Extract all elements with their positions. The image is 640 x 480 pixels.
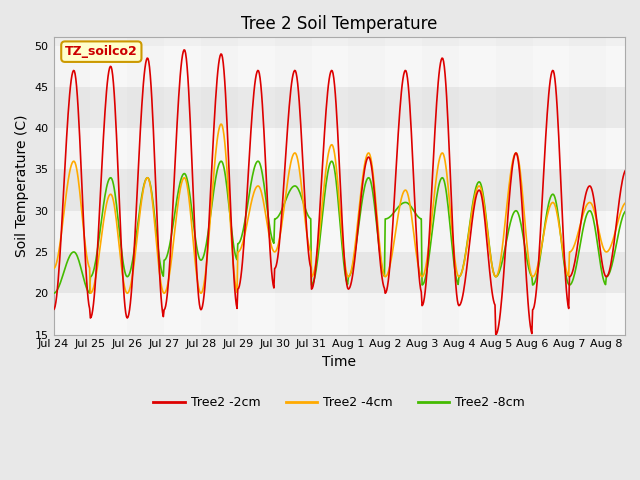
Bar: [275, 37, 312, 335]
Tree2 -8cm: [639, 274, 640, 279]
Bar: [532, 37, 570, 335]
Tree2 -4cm: [258, 190, 266, 196]
Legend: Tree2 -2cm, Tree2 -4cm, Tree2 -8cm: Tree2 -2cm, Tree2 -4cm, Tree2 -8cm: [148, 391, 530, 414]
Tree2 -2cm: [228, 229, 236, 235]
Title: Tree 2 Soil Temperature: Tree 2 Soil Temperature: [241, 15, 437, 33]
Tree2 -8cm: [257, 164, 265, 169]
Bar: [570, 37, 606, 335]
Y-axis label: Soil Temperature (C): Soil Temperature (C): [15, 115, 29, 257]
Tree2 -2cm: [180, 47, 188, 53]
X-axis label: Time: Time: [322, 355, 356, 369]
Tree2 -4cm: [50, 265, 58, 271]
Bar: [54, 37, 90, 335]
Line: Tree2 -8cm: Tree2 -8cm: [54, 161, 640, 293]
Bar: [312, 37, 348, 335]
Tree2 -2cm: [492, 332, 500, 337]
Tree2 -4cm: [217, 121, 225, 127]
Bar: [496, 37, 532, 335]
Tree2 -8cm: [443, 192, 451, 197]
Tree2 -4cm: [86, 290, 94, 296]
Tree2 -4cm: [120, 278, 127, 284]
Bar: [422, 37, 459, 335]
Tree2 -4cm: [639, 249, 640, 254]
Tree2 -2cm: [50, 307, 58, 312]
Tree2 -4cm: [444, 177, 451, 182]
Bar: [127, 37, 164, 335]
Tree2 -8cm: [227, 221, 235, 227]
Bar: [54, 128, 625, 169]
Tree2 -4cm: [410, 236, 418, 241]
Bar: [54, 293, 625, 335]
Bar: [459, 37, 496, 335]
Bar: [348, 37, 385, 335]
Tree2 -2cm: [257, 82, 265, 88]
Tree2 -4cm: [280, 206, 288, 212]
Bar: [164, 37, 201, 335]
Tree2 -2cm: [279, 192, 287, 198]
Bar: [606, 37, 640, 335]
Tree2 -2cm: [443, 94, 451, 100]
Tree2 -8cm: [410, 207, 417, 213]
Bar: [54, 252, 625, 293]
Tree2 -4cm: [228, 250, 236, 256]
Bar: [54, 169, 625, 211]
Bar: [90, 37, 127, 335]
Tree2 -8cm: [279, 204, 287, 210]
Text: TZ_soilco2: TZ_soilco2: [65, 45, 138, 58]
Tree2 -8cm: [119, 256, 127, 262]
Bar: [385, 37, 422, 335]
Tree2 -8cm: [50, 290, 58, 296]
Tree2 -2cm: [410, 176, 417, 181]
Tree2 -2cm: [119, 270, 127, 276]
Tree2 -8cm: [254, 158, 262, 164]
Line: Tree2 -2cm: Tree2 -2cm: [54, 50, 640, 335]
Bar: [238, 37, 275, 335]
Line: Tree2 -4cm: Tree2 -4cm: [54, 124, 640, 293]
Bar: [54, 87, 625, 128]
Bar: [54, 46, 625, 87]
Tree2 -2cm: [639, 273, 640, 279]
Bar: [201, 37, 238, 335]
Bar: [54, 211, 625, 252]
